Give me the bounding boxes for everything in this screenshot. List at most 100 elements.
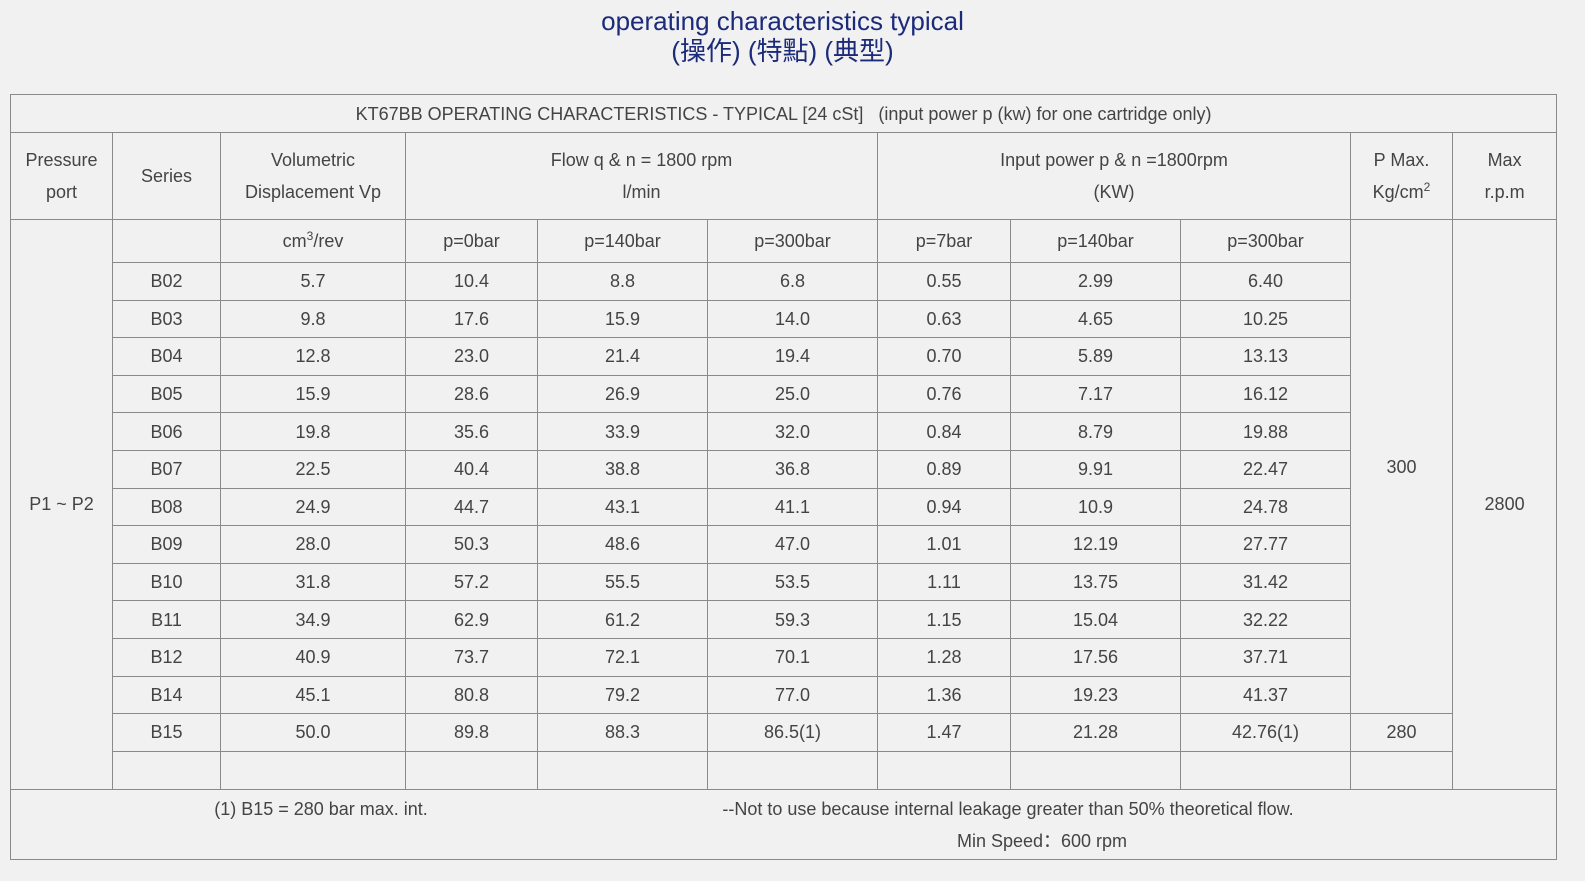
value-cell: 32.22 <box>1180 600 1351 639</box>
data-row: B12 40.9 73.7 72.1 70.1 1.28 17.56 37.71 <box>11 637 1557 677</box>
subtitle: (操作) (特點) (典型) <box>671 36 894 66</box>
pressure-port: P1 ~ P2 <box>10 219 113 790</box>
value-cell: 12.19 <box>1010 525 1181 564</box>
value-cell: 88.3 <box>537 713 708 752</box>
header-cell: Series <box>112 132 221 220</box>
header-cell: P Max. Kg/cm2 <box>1350 132 1453 220</box>
data-row: B09 28.0 50.3 48.6 47.0 1.01 12.19 27.77 <box>11 525 1557 564</box>
value-cell: 1.15 <box>877 600 1011 639</box>
data-row: B04 12.8 23.0 21.4 19.4 0.70 5.89 13.13 <box>11 337 1557 376</box>
empty-cell <box>112 219 221 263</box>
value-cell: 57.2 <box>405 562 538 602</box>
series-cell: B15 <box>112 713 221 752</box>
line: Flow q & n = 1800 rpm <box>550 150 733 170</box>
series-cell: B08 <box>112 487 221 527</box>
header-row: Pressure port Series Volumetric Displaceme… <box>10 132 1558 220</box>
empty-row <box>11 750 1557 790</box>
value-cell: 50.0 <box>220 713 406 752</box>
value-cell: 10.4 <box>405 262 538 301</box>
value-cell: 15.9 <box>220 374 406 414</box>
value-cell: 41.1 <box>707 487 878 527</box>
line: port <box>45 182 78 202</box>
value-cell: 48.6 <box>537 525 708 564</box>
unit: Kg/cm <box>1372 182 1424 202</box>
value-cell: 2.99 <box>1010 262 1181 301</box>
value-cell: 32.0 <box>707 412 878 451</box>
value-cell: 8.8 <box>537 262 708 301</box>
data-row: B10 31.8 57.2 55.5 53.5 1.11 13.75 31.42 <box>11 562 1557 602</box>
value-cell: 61.2 <box>537 600 708 639</box>
line: (KW) <box>1093 182 1135 202</box>
line: Max <box>1487 150 1522 170</box>
value-cell: 55.5 <box>537 562 708 602</box>
value-cell: 45.1 <box>220 675 406 715</box>
value-cell: 41.37 <box>1180 675 1351 715</box>
value-cell: 72.1 <box>537 637 708 677</box>
footnote: (1) B15 = 280 bar max. int. <box>214 798 428 819</box>
value-cell: 40.4 <box>405 449 538 489</box>
series-cell: B05 <box>112 374 221 414</box>
footer-cell: (1) B15 = 280 bar max. int. --Not to use … <box>9 788 1558 860</box>
value-cell: 27.77 <box>1180 525 1351 564</box>
line: P Max. <box>1373 150 1430 170</box>
pmax-cell: 280 <box>1350 713 1453 752</box>
value-cell: 80.8 <box>405 675 538 715</box>
value-cell: 1.36 <box>877 675 1011 715</box>
subheader-cell: p=0bar <box>405 219 538 263</box>
data-row: B14 45.1 80.8 79.2 77.0 1.36 19.23 41.37 <box>11 675 1557 715</box>
footer: (1) B15 = 280 bar max. int. --Not to use … <box>11 790 1556 859</box>
empty-cell <box>405 750 538 790</box>
value-cell: 0.70 <box>877 337 1011 376</box>
value-cell: 31.8 <box>220 562 406 602</box>
value-cell: 19.8 <box>220 412 406 451</box>
data-row: B05 15.9 28.6 26.9 25.0 0.76 7.17 16.12 <box>11 374 1557 414</box>
header-cell: Volumetric Displacement Vp <box>220 132 406 220</box>
value-cell: 6.40 <box>1180 262 1351 301</box>
value-cell: 10.9 <box>1010 487 1181 527</box>
value-cell: 53.5 <box>707 562 878 602</box>
value-cell: 13.13 <box>1180 337 1351 376</box>
value-cell: 47.0 <box>707 525 878 564</box>
subheader-cell: p=140bar <box>1010 219 1181 263</box>
value-cell: 19.23 <box>1010 675 1181 715</box>
value-cell: 7.17 <box>1010 374 1181 414</box>
series-cell: B09 <box>112 525 221 564</box>
value-cell: 50.3 <box>405 525 538 564</box>
series-cell: B06 <box>112 412 221 451</box>
value-cell: 21.28 <box>1010 713 1181 752</box>
warning: --Not to use because internal leakage gr… <box>722 798 1294 819</box>
value-cell: 77.0 <box>707 675 878 715</box>
value-cell: 42.76(1) <box>1180 713 1351 752</box>
value-cell: 70.1 <box>707 637 878 677</box>
title: operating characteristics typical <box>601 6 964 36</box>
value-cell: 28.0 <box>220 525 406 564</box>
value-cell: 5.7 <box>220 262 406 301</box>
value-cell: 43.1 <box>537 487 708 527</box>
line: l/min <box>622 182 661 202</box>
table-body: KT67BB OPERATING CHARACTERISTICS - TYPIC… <box>9 94 1558 860</box>
value-cell: 86.5(1) <box>707 713 878 752</box>
header-cell: Max r.p.m <box>1451 132 1558 220</box>
value-cell: 13.75 <box>1010 562 1181 602</box>
value-cell: 0.94 <box>877 487 1011 527</box>
value-cell: 1.47 <box>877 713 1011 752</box>
value-cell: 16.12 <box>1180 374 1351 414</box>
value-cell: 25.0 <box>707 374 878 414</box>
value-cell: 89.8 <box>405 713 538 752</box>
value-cell: 22.5 <box>220 449 406 489</box>
series-cell: B07 <box>112 449 221 489</box>
series-cell: B04 <box>112 337 221 376</box>
value-cell: 15.9 <box>537 299 708 339</box>
data-row: B15 50.0 89.8 88.3 86.5(1) 1.47 21.28 42.76(1) 2… <box>11 713 1557 752</box>
value-cell: 34.9 <box>220 600 406 639</box>
value-cell: 5.89 <box>1010 337 1181 376</box>
unit-sup: 3 <box>306 229 314 243</box>
data-row: B11 34.9 62.9 61.2 59.3 1.15 15.04 32.22 <box>11 600 1557 639</box>
subheader-row: P1 ~ P2 cm3/rev p=0bar p=140bar p=300bar… <box>10 218 1558 790</box>
empty-cell <box>112 750 221 790</box>
series-cell: B03 <box>112 299 221 339</box>
caption: KT67BB OPERATING CHARACTERISTICS - TYPIC… <box>9 94 1558 133</box>
value-cell: 59.3 <box>707 600 878 639</box>
value-cell: 1.11 <box>877 562 1011 602</box>
value-cell: 19.4 <box>707 337 878 376</box>
